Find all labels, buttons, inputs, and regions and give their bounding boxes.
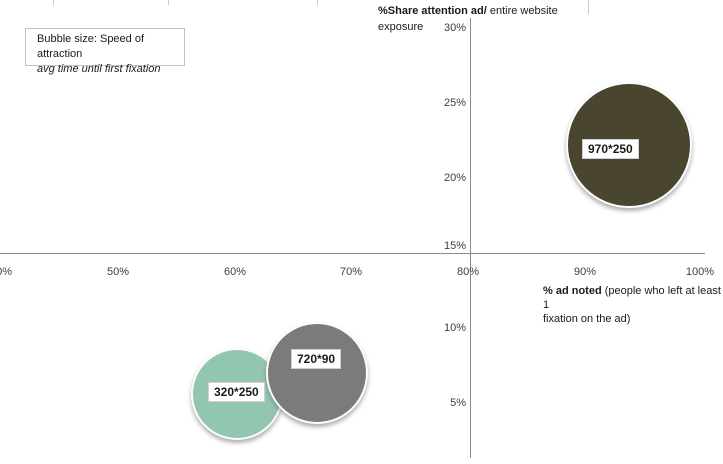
y-tick-15: 15% — [443, 240, 466, 252]
bubble-label-320x250: 320*250 — [208, 382, 265, 402]
y-tick-10: 10% — [443, 322, 466, 334]
bubble-label-720x90: 720*90 — [291, 349, 342, 369]
gridline-artifact — [588, 0, 589, 14]
y-tick-5: 5% — [450, 397, 466, 409]
x-tick-100: 100% — [685, 266, 715, 278]
x-axis-title-rest: (people who left at least 1 — [543, 285, 721, 311]
x-axis-title: % ad noted (people who left at least 1 f… — [543, 284, 723, 326]
y-axis-title-line2: exposure — [378, 21, 424, 33]
x-axis-title-line2: fixation on the ad) — [543, 313, 631, 325]
x-tick-50: 50% — [106, 266, 130, 278]
x-axis-title-line1: % ad noted (people who left at least 1 — [543, 284, 723, 312]
x-tick-70: 70% — [339, 266, 363, 278]
y-axis-title: %Share attention ad/ entire website expo… — [378, 3, 578, 35]
y-axis-title-line1: %Share attention ad/ entire website — [378, 3, 578, 19]
x-tick-40: 40% — [0, 266, 13, 278]
bubble-label-970x250: 970*250 — [582, 139, 639, 159]
y-tick-20: 20% — [443, 172, 466, 184]
bubble-720x90 — [266, 322, 368, 424]
legend-line1: Bubble size: Speed of attraction — [37, 33, 145, 60]
x-tick-60: 60% — [223, 266, 247, 278]
y-axis-line — [470, 18, 471, 458]
x-axis-title-bold: % ad noted — [543, 285, 605, 297]
x-tick-90: 90% — [573, 266, 597, 278]
x-tick-80: 80% — [456, 266, 480, 278]
gridline-artifact — [168, 0, 169, 5]
y-tick-25: 25% — [443, 97, 466, 109]
legend-line2: avg time until first fixation — [37, 63, 161, 75]
y-tick-30: 30% — [443, 22, 466, 34]
x-axis-line — [0, 253, 705, 254]
gridline-artifact — [53, 0, 54, 5]
y-axis-title-rest: entire website — [486, 5, 558, 17]
legend-box: Bubble size: Speed of attraction avg tim… — [25, 28, 185, 75]
gridline-artifact — [317, 0, 318, 5]
y-axis-title-bold: %Share attention ad/ — [378, 5, 487, 17]
